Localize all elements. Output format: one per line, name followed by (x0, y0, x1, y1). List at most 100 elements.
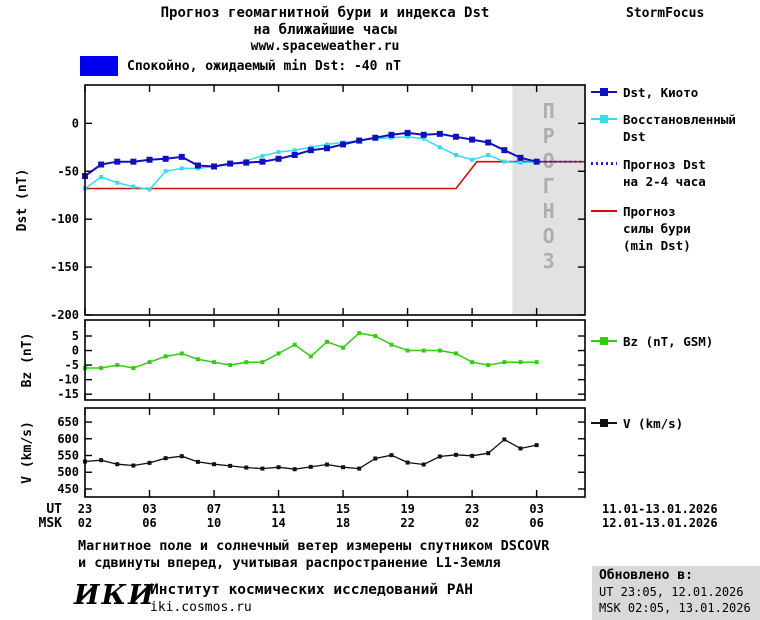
msk-tick-label: 18 (336, 516, 350, 530)
updated-label: Обновлено в: (599, 568, 693, 583)
ut-tick-label: 03 (529, 502, 543, 516)
bz-marker (276, 351, 281, 356)
iki-logo: ИКИ (74, 580, 156, 611)
legend-label-storm-force: Прогноз силы бури (min Dst) (623, 204, 691, 253)
v-marker (389, 453, 394, 458)
dst-kyoto-marker (404, 129, 411, 136)
restored-dst-swatch-icon (591, 113, 617, 126)
bz-marker (389, 342, 394, 347)
y-tick-label: -10 (57, 373, 79, 387)
dst-kyoto-marker (469, 136, 476, 143)
restored-dst-marker (421, 136, 426, 141)
v-marker (341, 465, 346, 470)
msk-date-range: 12.01-13.01.2026 (602, 516, 718, 530)
bz-marker (486, 363, 491, 368)
v-marker (470, 453, 475, 458)
legend-label-bz: Bz (nT, GSM) (623, 334, 714, 349)
bz-line (85, 332, 537, 369)
restored-dst-marker (179, 166, 184, 171)
bz-marker (437, 348, 442, 353)
legend-label-forecast-dst: Прогноз Dst на 2-4 часа (623, 157, 706, 189)
bz-marker (324, 339, 329, 344)
bz-swatch-icon (591, 335, 617, 348)
bz-marker (147, 360, 152, 365)
bz-marker (405, 348, 410, 353)
forecast-dst-swatch-icon (591, 158, 617, 171)
ut-tick-label: 23 (78, 502, 92, 516)
v-marker (228, 463, 233, 468)
msk-tick-label: 14 (271, 516, 285, 530)
bz-marker (212, 360, 217, 365)
restored-dst-marker (518, 160, 523, 165)
status-banner: Спокойно, ожидаемый min Dst: -40 nT (80, 56, 401, 76)
dst-kyoto-marker (211, 163, 218, 170)
bz-marker (179, 351, 184, 356)
v-marker (195, 459, 200, 464)
bz-marker (518, 360, 523, 365)
restored-dst-marker (292, 148, 297, 153)
v-marker (421, 462, 426, 467)
forecast-region (512, 85, 585, 315)
restored-dst-marker (405, 134, 410, 139)
msk-tick-label: 22 (400, 516, 414, 530)
dst-kyoto-marker (162, 155, 169, 162)
y-tick-label: 0 (72, 344, 79, 358)
v-marker (276, 465, 281, 470)
dst-kyoto-marker (485, 139, 492, 146)
legend-item-bz: Bz (nT, GSM) (591, 333, 713, 350)
dst-kyoto-marker (291, 151, 298, 158)
page-subtitle: на ближайшие часы (253, 22, 397, 38)
legend-item-restored-dst: Восстановленный Dst (591, 111, 736, 145)
legend-label-restored-dst: Восстановленный Dst (623, 112, 736, 144)
msk-tick-label: 06 (529, 516, 543, 530)
msk-tick-label: 10 (207, 516, 221, 530)
bz-marker (308, 354, 313, 359)
x-axis-labels: UTMSK2302030607101114151819222302030611.… (39, 502, 718, 531)
dst-kyoto-marker (533, 158, 540, 165)
footnote-line-2: и сдвинуты вперед, учитывая распростране… (78, 555, 501, 571)
measurement-footnote: Магнитное поле и солнечный ветер измерен… (78, 538, 549, 572)
bz-marker (228, 363, 233, 368)
restored-dst-marker (99, 175, 104, 179)
institute-name: Институт космических исследований РАН (150, 582, 474, 598)
ut-tick-label: 15 (336, 502, 350, 516)
v-marker (453, 452, 458, 457)
restored-dst-marker (276, 150, 281, 155)
iki-site-label: iki.cosmos.ru (150, 600, 252, 615)
v-marker (131, 463, 136, 468)
chart-legend: Dst, Киото Восстановленный Dst Прогноз D… (591, 0, 760, 560)
restored-dst-marker (470, 157, 475, 162)
ut-row-label: UT (46, 502, 62, 517)
status-text: Спокойно, ожидаемый min Dst: -40 nT (127, 58, 401, 74)
legend-item-dst-kyoto: Dst, Киото (591, 84, 698, 101)
y-tick-label: 500 (57, 465, 79, 479)
v-line (84, 438, 537, 470)
restored-dst-marker (502, 159, 507, 164)
bz-marker (470, 360, 475, 365)
bz-marker (163, 354, 168, 359)
legend-item-storm-force: Прогноз силы бури (min Dst) (591, 203, 691, 254)
y-tick-label: 0 (72, 116, 79, 130)
bz-marker (341, 345, 346, 350)
dst-kyoto-line (84, 131, 537, 177)
v-marker (179, 454, 184, 459)
dst-kyoto-marker (436, 130, 443, 137)
ut-tick-label: 07 (207, 502, 221, 516)
y-tick-label: -50 (57, 164, 79, 178)
legend-item-forecast-dst: Прогноз Dst на 2-4 часа (591, 156, 706, 190)
restored-dst-marker (131, 184, 136, 189)
dst-kyoto-marker (323, 145, 330, 152)
bz-marker (534, 360, 539, 365)
restored-dst-marker (115, 180, 120, 185)
restored-dst-marker (486, 152, 491, 157)
y-tick-label: -150 (50, 260, 79, 274)
ut-tick-label: 11 (271, 502, 285, 516)
status-color-swatch (80, 56, 118, 76)
v-marker (373, 456, 378, 461)
dst-kyoto-marker (420, 131, 427, 138)
bz-marker (502, 360, 507, 365)
page-title: Прогноз геомагнитной бури и индекса Dst (160, 5, 490, 21)
chart-header: Прогноз геомагнитной бури и индекса Dst … (0, 5, 650, 54)
panel-frame (84, 319, 586, 401)
